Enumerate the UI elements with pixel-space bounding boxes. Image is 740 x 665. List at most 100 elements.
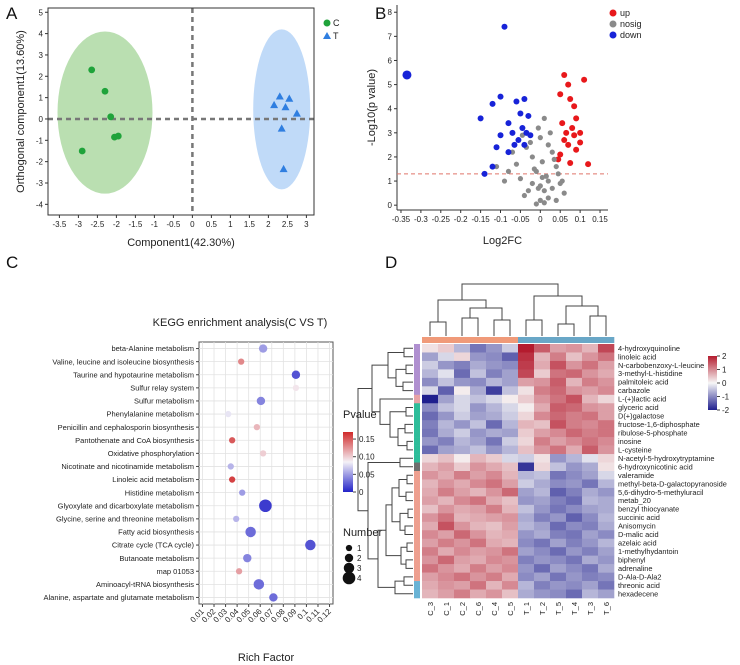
heatmap-cell <box>470 394 487 404</box>
heatmap-cell <box>422 504 439 514</box>
point-up-17 <box>571 132 578 139</box>
dendrogram-branch <box>405 559 413 569</box>
legend-label-C: C <box>333 18 340 28</box>
point-down-21 <box>527 132 534 139</box>
x-tick-label: -0.25 <box>432 215 451 224</box>
heatmap-cell <box>534 572 551 582</box>
heatmap-cell <box>438 403 455 413</box>
heatmap-cell <box>438 420 455 429</box>
heatmap-cell <box>598 581 615 590</box>
bubble-4 <box>256 396 266 406</box>
heatmap-cell <box>550 445 567 455</box>
pathway-label: Aminoacyl-tRNA biosynthesis <box>96 580 194 589</box>
heatmap-cell <box>550 589 567 599</box>
heatmap-cell <box>598 487 615 497</box>
heatmap-cell <box>550 462 567 472</box>
y-tick-label: 0 <box>388 201 393 210</box>
heatmap-cell <box>486 538 503 548</box>
heatmap-cell <box>598 555 615 565</box>
heatmap-cell <box>502 369 519 379</box>
x-tick-label: -0.05 <box>511 215 530 224</box>
heatmap-cell <box>566 487 583 497</box>
heatmap-cell <box>454 581 471 590</box>
heatmap-cell <box>534 360 551 370</box>
pathway-label: Nicotinate and nicotinamide metabolism <box>61 462 194 471</box>
group-bar-cell <box>486 337 503 343</box>
heatmap-cell <box>422 420 439 429</box>
heatmap-cell <box>534 344 551 353</box>
heatmap-cell <box>422 530 439 540</box>
row-cluster-strip-cell <box>414 369 420 379</box>
heatmap-cell <box>502 487 519 497</box>
sample-label: T_1 <box>522 602 531 615</box>
heatmap-cell <box>422 471 439 480</box>
bubble-6 <box>253 424 261 431</box>
row-cluster-strip-cell <box>414 530 420 540</box>
metabolite-label: metab_20 <box>618 496 651 505</box>
metabolite-label: inosine <box>618 437 641 446</box>
x-tick-label: 0.5 <box>206 220 218 229</box>
number-legend-label: 4 <box>357 574 362 583</box>
legend-marker-T <box>323 32 331 39</box>
heatmap-cell <box>486 504 503 514</box>
heatmap-cell <box>486 394 503 404</box>
heatmap-cell <box>598 572 615 582</box>
point-up-11 <box>573 146 580 153</box>
heatmap-cell <box>598 496 615 506</box>
pvalue-colorbar <box>343 432 353 492</box>
heatmap-cell <box>470 411 487 421</box>
number-legend-label: 1 <box>357 544 362 553</box>
row-cluster-strip-cell <box>414 496 420 506</box>
heatmap-colorbar <box>708 356 717 410</box>
heatmap-cell <box>454 589 471 599</box>
x-axis-title: Component1(42.30%) <box>127 237 235 249</box>
row-cluster-strip-cell <box>414 471 420 480</box>
point-nosig-5 <box>529 154 535 160</box>
point-nosig-8 <box>555 171 561 177</box>
x-tick-label: 2 <box>266 220 271 229</box>
heatmap-cell <box>454 344 471 353</box>
heatmap-cell <box>550 504 567 514</box>
point-up-8 <box>563 129 570 136</box>
legend-marker-down <box>609 31 617 39</box>
heatmap-cell <box>566 547 583 556</box>
heatmap-cell <box>422 479 439 489</box>
point-up-1 <box>561 71 568 78</box>
heatmap-cell <box>502 530 519 540</box>
heatmap-cell <box>438 530 455 540</box>
heatmap-cell <box>550 428 567 438</box>
heatmap-cell <box>518 411 535 421</box>
panel-letter-b: B <box>375 4 386 23</box>
heatmap-cell <box>566 496 583 506</box>
dendrogram-branch <box>405 407 413 417</box>
heatmap-cell <box>454 504 471 514</box>
heatmap-cell <box>486 530 503 540</box>
heatmap-cell <box>454 369 471 379</box>
point-down-5 <box>521 96 528 103</box>
sample-label: T_2 <box>538 602 547 615</box>
heatmap-cell <box>518 521 535 531</box>
heatmap-cell <box>454 564 471 573</box>
dendrogram-branch <box>402 381 413 392</box>
dendrogram-branch <box>403 347 413 358</box>
heatmap-cell <box>550 377 567 387</box>
point-nosig-14 <box>541 188 547 194</box>
chart-title: KEGG enrichment analysis(C VS T) <box>153 317 328 329</box>
heatmap-cell <box>566 369 583 379</box>
heatmap-cell <box>454 360 471 370</box>
heatmap-cell <box>550 547 567 556</box>
sample-label: C_5 <box>506 602 515 616</box>
heatmap-cell <box>566 344 583 353</box>
heatmap-cell <box>422 344 439 353</box>
pathway-label: Oxidative phosphorylation <box>108 449 194 458</box>
point-nosig-18 <box>525 188 531 194</box>
point-up-5 <box>571 103 578 110</box>
row-cluster-strip-cell <box>414 487 420 497</box>
dendrogram-branch <box>406 542 413 552</box>
y-axis-title: Orthogonal component1(13.60%) <box>15 30 27 193</box>
heatmap-cell <box>582 437 599 446</box>
heatmap-cell <box>502 538 519 548</box>
heatmap-cell <box>502 352 519 362</box>
sample-label: T_5 <box>554 602 563 615</box>
